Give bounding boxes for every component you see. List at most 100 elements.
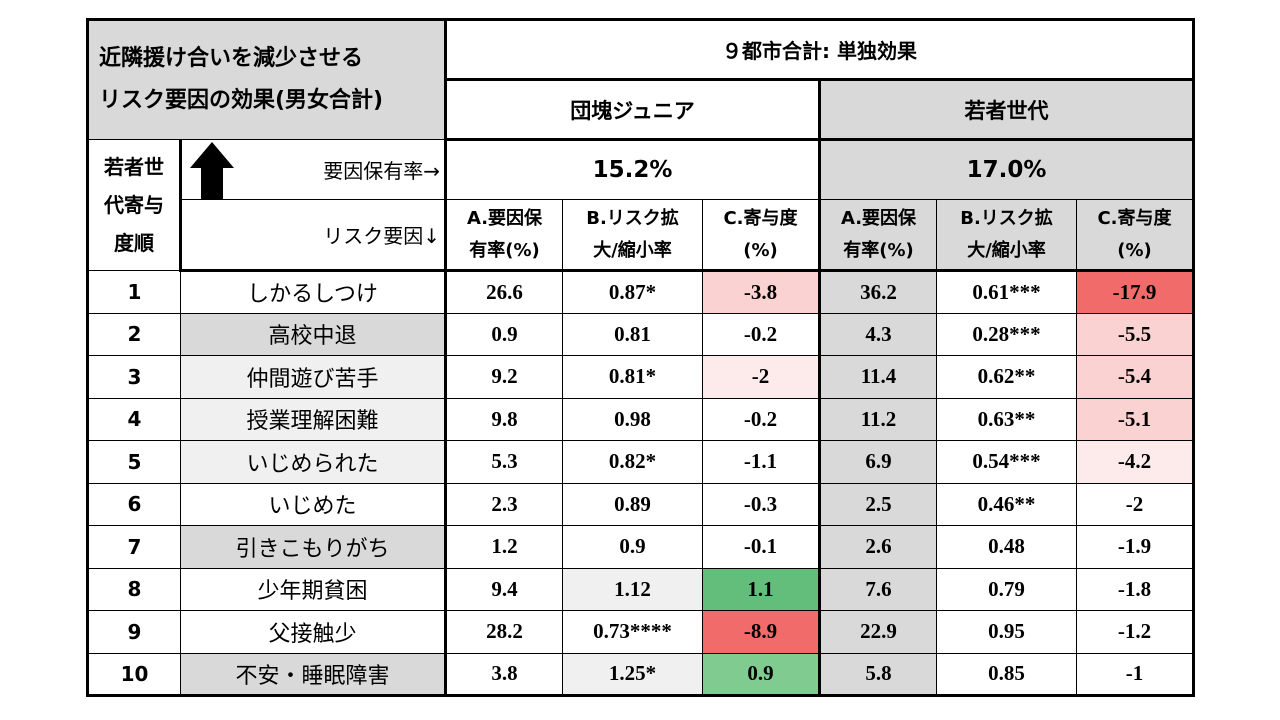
youth-risk-cell: 0.46** <box>936 482 1077 526</box>
juniors-risk-cell: 0.9 <box>562 525 703 569</box>
youth-risk-cell: 0.62** <box>936 355 1077 399</box>
youth-contribution-cell: -1.2 <box>1076 610 1194 654</box>
youth-risk-cell: 0.48 <box>936 525 1077 569</box>
youth-contribution-cell: -5.1 <box>1076 397 1194 441</box>
col-b-header: B.リスク拡 大/縮小率 <box>562 199 703 272</box>
youth-rate-cell: 4.3 <box>819 312 937 356</box>
table-row: 4 授業理解困難 9.8 0.98 -0.2 11.2 0.63** -5.1 <box>87 397 1194 441</box>
table-row: 9 父接触少 28.2 0.73**** -8.9 22.9 0.95 -1.2 <box>87 610 1194 654</box>
juniors-contribution-cell: 0.9 <box>702 652 821 696</box>
rank-header-line1: 若者世 <box>104 155 164 179</box>
juniors-rate-cell: 9.2 <box>445 355 563 399</box>
youth-rate-cell: 7.6 <box>819 567 937 611</box>
juniors-risk-cell: 0.73**** <box>562 610 703 654</box>
factor-cell: 少年期貧困 <box>180 567 447 611</box>
juniors-rate-cell: 26.6 <box>445 270 563 314</box>
juniors-risk-cell: 0.89 <box>562 482 703 526</box>
youth-risk-cell: 0.85 <box>936 652 1077 696</box>
youth-risk-cell: 0.28*** <box>936 312 1077 356</box>
juniors-risk-cell: 0.87* <box>562 270 703 314</box>
rate-label-cell: 要因保有率→ <box>180 139 447 200</box>
juniors-rate-cell: 28.2 <box>445 610 563 654</box>
youth-rate-cell: 6.9 <box>819 440 937 484</box>
factor-cell: 仲間遊び苦手 <box>180 355 447 399</box>
table-title-line2: リスク要因の効果(男女合計) <box>99 88 384 113</box>
juniors-rate-cell: 3.8 <box>445 652 563 696</box>
col-b-youth-line1: B.リスク拡 <box>960 207 1053 229</box>
group-b-header: 若者世代 <box>819 79 1194 141</box>
juniors-risk-cell: 0.81 <box>562 312 703 356</box>
juniors-contribution-cell: -1.1 <box>702 440 821 484</box>
rank-cell: 7 <box>87 525 181 569</box>
rank-cell: 6 <box>87 482 181 526</box>
col-b-youth-line2: 大/縮小率 <box>967 239 1046 261</box>
juniors-rate-cell: 9.8 <box>445 397 563 441</box>
col-a-line2: 有率(%) <box>469 239 540 261</box>
rank-cell: 5 <box>87 440 181 484</box>
youth-rate-cell: 5.8 <box>819 652 937 696</box>
juniors-contribution-cell: -0.2 <box>702 397 821 441</box>
table-title-line1: 近隣援け合いを減少させる <box>99 46 364 71</box>
juniors-risk-cell: 1.25* <box>562 652 703 696</box>
rank-cell: 2 <box>87 312 181 356</box>
rank-cell: 10 <box>87 652 181 696</box>
factor-cell: いじめた <box>180 482 447 526</box>
juniors-risk-cell: 0.81* <box>562 355 703 399</box>
col-c-header: C.寄与度 (%) <box>702 199 821 272</box>
col-c-youth-line1: C.寄与度 <box>1097 207 1172 229</box>
col-a-youth-line1: A.要因保 <box>840 207 917 229</box>
youth-rate-cell: 11.2 <box>819 397 937 441</box>
risk-label: リスク要因↓ <box>323 224 440 248</box>
juniors-rate-cell: 1.2 <box>445 525 563 569</box>
juniors-rate-cell: 5.3 <box>445 440 563 484</box>
juniors-contribution-cell: -8.9 <box>702 610 821 654</box>
youth-risk-cell: 0.95 <box>936 610 1077 654</box>
youth-rate-cell: 2.6 <box>819 525 937 569</box>
youth-contribution-cell: -5.4 <box>1076 355 1194 399</box>
col-c-header-youth: C.寄与度 (%) <box>1076 199 1194 272</box>
table-row: 6 いじめた 2.3 0.89 -0.3 2.5 0.46** -2 <box>87 482 1194 526</box>
up-arrow-icon <box>190 142 234 199</box>
youth-rate-cell: 11.4 <box>819 355 937 399</box>
juniors-contribution-cell: -0.1 <box>702 525 821 569</box>
table-row: 3 仲間遊び苦手 9.2 0.81* -2 11.4 0.62** -5.4 <box>87 355 1194 399</box>
youth-contribution-cell: -4.2 <box>1076 440 1194 484</box>
col-b-line1: B.リスク拡 <box>586 207 679 229</box>
table-row: 8 少年期貧困 9.4 1.12 1.1 7.6 0.79 -1.8 <box>87 567 1194 611</box>
rate-label: 要因保有率→ <box>323 159 440 183</box>
col-c-youth-line2: (%) <box>1117 239 1152 261</box>
risk-label-cell: リスク要因↓ <box>180 199 447 272</box>
rank-cell: 9 <box>87 610 181 654</box>
youth-contribution-cell: -2 <box>1076 482 1194 526</box>
table-row: 1 しかるしつけ 26.6 0.87* -3.8 36.2 0.61*** -17.9 <box>87 270 1194 314</box>
factor-cell: 引きこもりがち <box>180 525 447 569</box>
youth-risk-cell: 0.54*** <box>936 440 1077 484</box>
juniors-contribution-cell: -0.2 <box>702 312 821 356</box>
factor-cell: 父接触少 <box>180 610 447 654</box>
col-b-line2: 大/縮小率 <box>593 239 672 261</box>
youth-contribution-cell: -1.9 <box>1076 525 1194 569</box>
juniors-risk-cell: 1.12 <box>562 567 703 611</box>
youth-rate-cell: 36.2 <box>819 270 937 314</box>
table-row: 5 いじめられた 5.3 0.82* -1.1 6.9 0.54*** -4.2 <box>87 440 1194 484</box>
youth-contribution-cell: -17.9 <box>1076 270 1194 314</box>
col-a-header-youth: A.要因保有率(%) <box>819 199 937 272</box>
youth-rate-cell: 2.5 <box>819 482 937 526</box>
table-row: 10 不安・睡眠障害 3.8 1.25* 0.9 5.8 0.85 -1 <box>87 652 1194 696</box>
juniors-risk-cell: 0.98 <box>562 397 703 441</box>
col-a-line1: A.要因保 <box>466 207 543 229</box>
col-c-line2: (%) <box>743 239 778 261</box>
rank-cell: 1 <box>87 270 181 314</box>
col-a-header: A.要因保有率(%) <box>445 199 563 272</box>
rank-cell: 4 <box>87 397 181 441</box>
rank-header: 若者世 代寄与 度順 <box>87 139 182 271</box>
juniors-contribution-cell: -2 <box>702 355 821 399</box>
factor-cell: 不安・睡眠障害 <box>180 652 447 696</box>
factor-cell: 高校中退 <box>180 312 447 356</box>
rank-cell: 3 <box>87 355 181 399</box>
col-a-youth-line2: 有率(%) <box>843 239 914 261</box>
juniors-rate-cell: 2.3 <box>445 482 563 526</box>
factor-cell: しかるしつけ <box>180 270 447 314</box>
factor-cell: 授業理解困難 <box>180 397 447 441</box>
col-c-line1: C.寄与度 <box>723 207 798 229</box>
